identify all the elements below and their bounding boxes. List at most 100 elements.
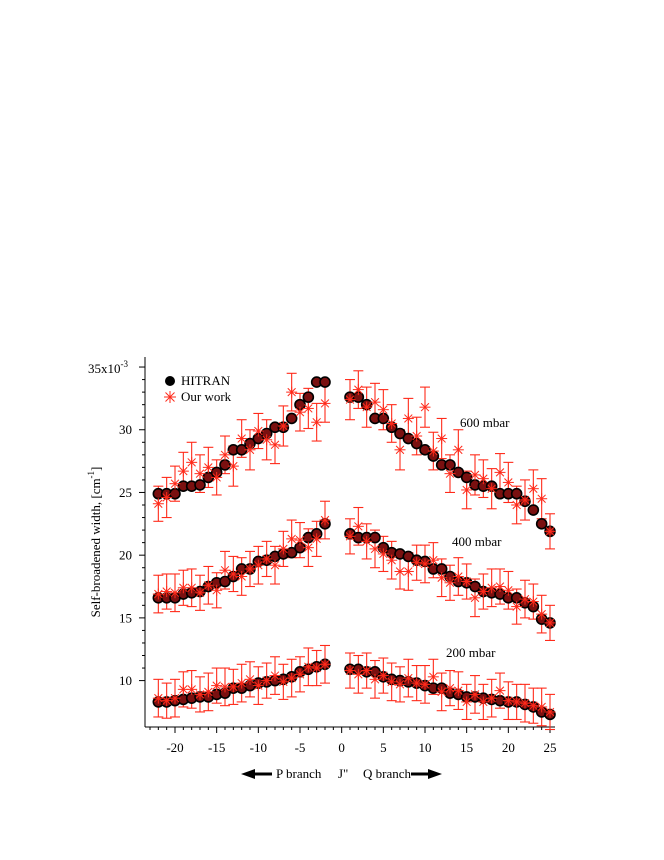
our-work-point: [411, 430, 423, 442]
our-work-point: [527, 483, 539, 495]
our-work-point: [186, 582, 198, 594]
hitran-point: [219, 575, 231, 588]
our-work-point: [277, 420, 289, 432]
our-work-point: [494, 581, 506, 593]
our-work-point: [536, 608, 548, 620]
our-work-point: [502, 584, 514, 596]
our-work-point: [402, 565, 414, 577]
our-work-point: [261, 553, 273, 565]
our-work-point: [236, 570, 248, 582]
our-work-point: [377, 404, 389, 416]
our-work-point: [486, 483, 498, 495]
our-work-point: [502, 695, 514, 707]
hitran-point: [302, 391, 315, 403]
our-work-point: [436, 433, 448, 445]
our-work-point: [202, 461, 214, 473]
our-work-point: [344, 530, 356, 542]
our-work-point: [211, 680, 223, 692]
hitran-point: [510, 487, 523, 500]
legend-hitran-marker: [165, 376, 175, 386]
our-work-point: [319, 397, 331, 409]
hitran-point: [419, 444, 431, 456]
our-work-point: [502, 476, 514, 488]
our-work-point: [169, 587, 181, 599]
our-work-point: [252, 559, 264, 571]
x-ticks: -20 -15 -10 -5 0 5 10 15 20 25: [149, 727, 557, 755]
x-tick-label: -10: [250, 740, 267, 755]
legend: HITRAN Our work: [164, 373, 232, 404]
our-work-point: [461, 484, 473, 496]
y-tick-label: 25: [119, 485, 132, 500]
our-work-point: [444, 577, 456, 589]
our-work-point: [394, 444, 406, 456]
our-work-point: [377, 670, 389, 682]
our-work-point: [219, 449, 231, 461]
our-work-point: [261, 434, 273, 446]
our-work-point: [444, 468, 456, 480]
our-work-point: [544, 706, 556, 718]
our-work-point: [311, 533, 323, 545]
y-multiplier-label: 35x10-3: [88, 359, 128, 376]
our-work-points: [152, 384, 556, 718]
hitran-point: [527, 504, 540, 516]
y-tick-label: 30: [119, 422, 132, 437]
our-work-point: [411, 557, 423, 569]
y-tick-label: 20: [119, 548, 132, 563]
our-work-point: [344, 394, 356, 406]
our-work-point: [236, 433, 248, 445]
our-work-point: [202, 579, 214, 591]
our-work-point: [444, 682, 456, 694]
our-work-point: [419, 401, 431, 413]
our-work-point: [511, 601, 523, 613]
hitran-point: [402, 432, 415, 445]
x-tick-label: 0: [338, 740, 345, 755]
our-work-point: [161, 586, 173, 598]
our-work-point: [269, 559, 281, 571]
legend-our-work-label: Our work: [181, 389, 232, 404]
y-tick-label: 15: [119, 610, 132, 625]
our-work-point: [386, 554, 398, 566]
hitran-point: [219, 459, 231, 471]
our-work-point: [486, 692, 498, 704]
our-work-point: [477, 473, 489, 485]
our-work-point: [344, 665, 356, 677]
our-work-point: [227, 460, 239, 472]
our-work-point: [186, 683, 198, 695]
our-work-point: [461, 696, 473, 708]
our-work-point: [494, 685, 506, 697]
hitran-point: [535, 518, 548, 530]
legend-hitran-label: HITRAN: [181, 373, 231, 388]
annotation-600-mbar: 600 mbar: [460, 415, 510, 430]
our-work-point: [286, 533, 298, 545]
our-work-point: [219, 564, 231, 576]
hitran-point: [319, 376, 331, 388]
our-work-point: [544, 525, 556, 537]
our-work-point: [277, 543, 289, 555]
y-ticks: 10 15 20 25 30: [119, 366, 145, 688]
our-work-point: [536, 701, 548, 713]
our-work-point: [419, 558, 431, 570]
our-work-point: [202, 686, 214, 698]
our-work-point: [194, 688, 206, 700]
our-work-point: [486, 582, 498, 594]
our-work-point: [211, 471, 223, 483]
our-work-point: [352, 520, 364, 532]
our-work-point: [177, 465, 189, 477]
our-work-point: [452, 570, 464, 582]
our-work-point: [469, 469, 481, 481]
our-work-point: [386, 676, 398, 688]
x-axis-label: J": [338, 766, 348, 781]
our-work-point: [386, 417, 398, 429]
our-work-point: [152, 498, 164, 510]
our-work-point: [436, 572, 448, 584]
our-work-point: [252, 680, 264, 692]
our-work-point: [302, 661, 314, 673]
left-arrow-icon: [241, 769, 272, 779]
our-work-point: [286, 672, 298, 684]
our-work-point: [269, 670, 281, 682]
x-tick-label: 20: [502, 740, 515, 755]
our-work-point: [227, 568, 239, 580]
our-work-point: [311, 662, 323, 674]
our-work-point: [427, 445, 439, 457]
